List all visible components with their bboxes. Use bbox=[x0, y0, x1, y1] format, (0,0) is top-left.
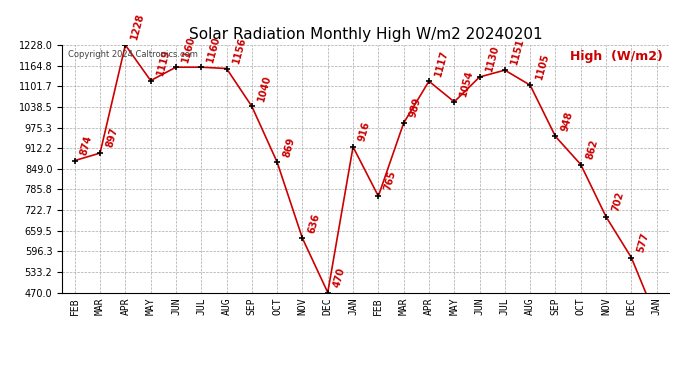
Text: 1119: 1119 bbox=[155, 48, 171, 76]
Text: Copyright 2024 Caltronics.com: Copyright 2024 Caltronics.com bbox=[68, 50, 198, 59]
Text: High  (W/m2): High (W/m2) bbox=[571, 50, 663, 63]
Text: 916: 916 bbox=[357, 120, 372, 143]
Text: 1151: 1151 bbox=[509, 37, 526, 66]
Text: 1130: 1130 bbox=[484, 44, 500, 73]
Text: 765: 765 bbox=[382, 170, 397, 192]
Text: 869: 869 bbox=[282, 136, 296, 158]
Text: 948: 948 bbox=[560, 110, 575, 132]
Text: 1160: 1160 bbox=[206, 34, 222, 63]
Text: 1040: 1040 bbox=[256, 74, 273, 102]
Text: 897: 897 bbox=[104, 127, 119, 149]
Text: 989: 989 bbox=[408, 97, 423, 119]
Text: 702: 702 bbox=[610, 190, 625, 213]
Text: 862: 862 bbox=[585, 138, 600, 160]
Text: 636: 636 bbox=[306, 212, 322, 234]
Text: 1228: 1228 bbox=[130, 12, 146, 41]
Text: 1156: 1156 bbox=[230, 36, 247, 64]
Title: Solar Radiation Monthly High W/m2 20240201: Solar Radiation Monthly High W/m2 202402… bbox=[189, 27, 542, 42]
Text: 1160: 1160 bbox=[180, 34, 197, 63]
Text: 1054: 1054 bbox=[458, 69, 475, 98]
Text: 470: 470 bbox=[332, 266, 347, 288]
Text: 577: 577 bbox=[635, 231, 651, 254]
Text: 1117: 1117 bbox=[433, 48, 450, 77]
Text: 388: 388 bbox=[0, 374, 1, 375]
Text: 874: 874 bbox=[79, 134, 94, 156]
Text: 1105: 1105 bbox=[534, 53, 551, 81]
